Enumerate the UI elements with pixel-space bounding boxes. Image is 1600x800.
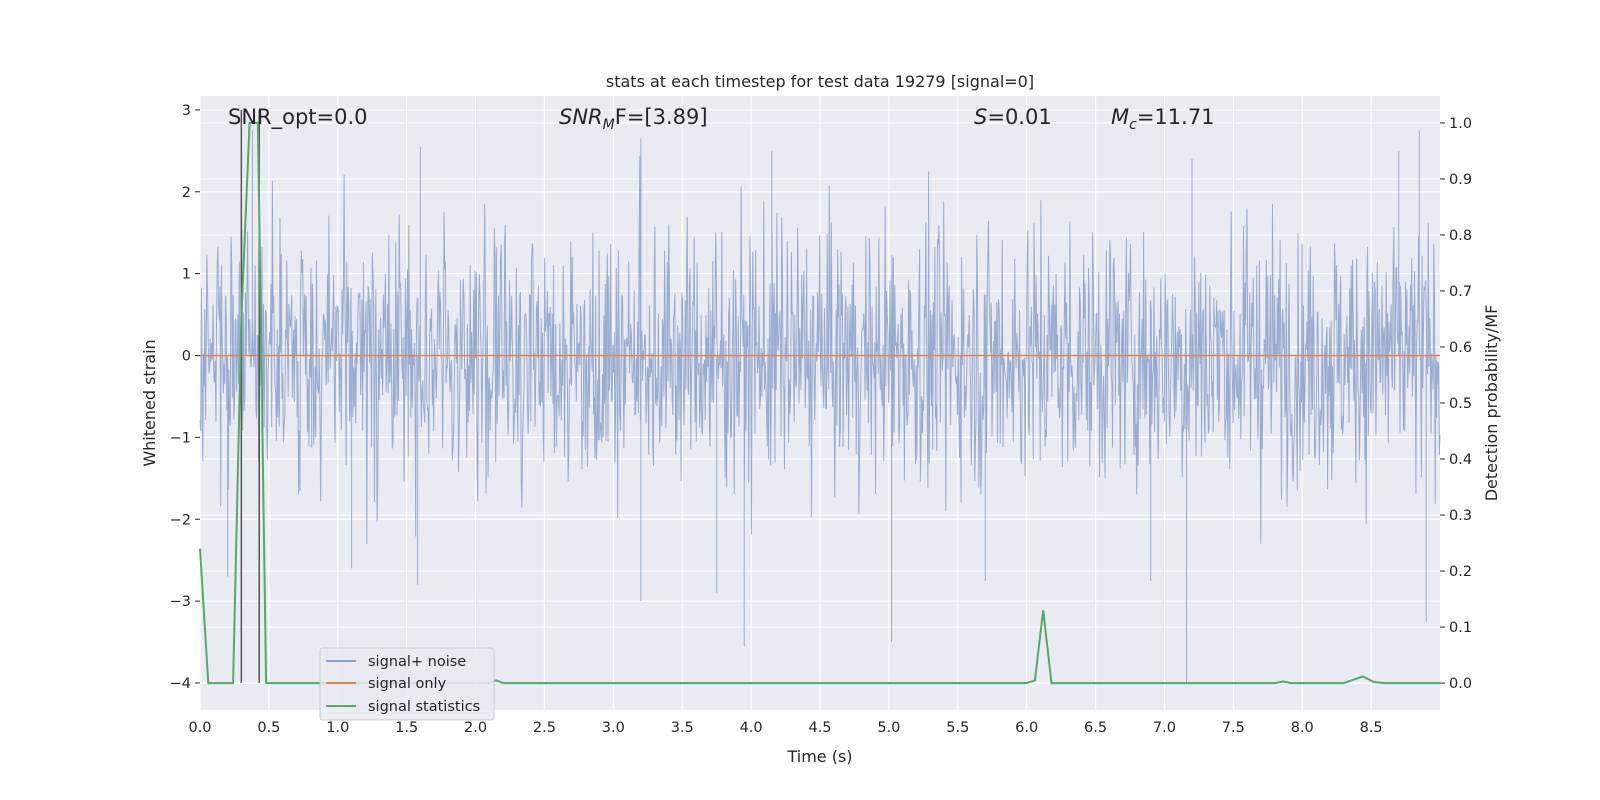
x-tick-label-9: 4.5	[808, 720, 831, 736]
legend-box	[319, 647, 495, 721]
y-right-tick-label-6: 0.6	[1449, 340, 1472, 356]
x-axis-label: Time (s)	[786, 747, 852, 766]
y-left-tick-label-0: −4	[170, 676, 191, 692]
annotation-s-value: =0.01	[987, 105, 1051, 129]
x-tick-label-5: 2.5	[533, 720, 556, 736]
annotation-s: S=0.01	[974, 105, 1052, 129]
x-tick-label-1: 0.5	[257, 720, 280, 736]
chart-title: stats at each timestep for test data 192…	[606, 72, 1034, 91]
y-right-tick-label-4: 0.4	[1449, 452, 1472, 468]
x-tick-labels: 0.0 0.5 1.0 1.5 2.0 2.5 3.0 3.5 4.0 4.5 5.0 5.5 6.0 6…	[188, 720, 1382, 736]
annotation-snr-mf-symbol: SNR	[559, 105, 603, 129]
y-left-tick-label-7: 3	[182, 103, 191, 119]
series-line-signal-noise	[199, 130, 1441, 683]
x-tick-label-15: 7.5	[1222, 720, 1245, 736]
annotation-mc-value: =11.71	[1137, 105, 1215, 129]
y-left-tick-label-1: −3	[170, 594, 191, 610]
legend-label-signal-statistics: signal statistics	[368, 699, 480, 715]
annotation-mc-symbol: M	[1111, 105, 1129, 129]
x-tick-label-6: 3.0	[602, 720, 625, 736]
x-tick-label-14: 7.0	[1153, 720, 1176, 736]
annotation-snr-mf-value: F=[3.89]	[615, 105, 708, 129]
y-axis-left-label: Whitened strain	[140, 339, 159, 466]
x-tick-label-11: 5.5	[946, 720, 969, 736]
annotation-s-symbol: S	[974, 105, 987, 129]
x-tick-label-12: 6.0	[1015, 720, 1038, 736]
annotation-snr-mf: SNRMF=[3.89]	[559, 105, 708, 133]
x-tick-label-4: 2.0	[464, 720, 487, 736]
y-right-tick-label-8: 0.8	[1449, 228, 1472, 244]
y-left-tick-label-4: 0	[182, 349, 191, 365]
y-right-tick-label-3: 0.3	[1449, 508, 1472, 524]
x-tick-label-13: 6.5	[1084, 720, 1107, 736]
x-tick-label-16: 8.0	[1291, 720, 1314, 736]
series-signal-noise	[199, 130, 1441, 683]
x-tick-label-17: 8.5	[1360, 720, 1383, 736]
y-right-tick-labels: 0.0 0.1 0.2 0.3 0.4 0.5 0.6 0.7 0.8 0.9 1.0	[1449, 116, 1472, 692]
y-right-tick-label-5: 0.5	[1449, 396, 1472, 412]
annotation-mc: Mc=11.71	[1111, 105, 1215, 133]
y-left-tick-label-3: −1	[170, 430, 191, 446]
series-line-signal-statistics	[199, 121, 1440, 685]
series-signal-statistics	[199, 121, 1440, 685]
y-right-tick-label-2: 0.2	[1449, 564, 1472, 580]
y-right-tick-label-9: 0.9	[1449, 172, 1472, 188]
y-left-tick-label-5: 1	[182, 267, 191, 283]
x-tick-label-2: 1.0	[326, 720, 349, 736]
y-right-tick-label-10: 1.0	[1449, 116, 1472, 132]
x-tick-label-3: 1.5	[395, 720, 418, 736]
x-tick-label-10: 5.0	[877, 720, 900, 736]
y-left-tick-label-2: −2	[170, 512, 191, 528]
x-tick-label-7: 3.5	[671, 720, 694, 736]
y-right-tick-label-7: 0.7	[1449, 284, 1472, 300]
y-right-tick-label-1: 0.1	[1449, 620, 1472, 636]
y-left-tick-labels: −4 −3 −2 −1 0 1 2 3	[170, 103, 191, 692]
annotation-snr-opt: SNR_opt=0.0	[228, 105, 368, 130]
x-tick-label-0: 0.0	[188, 720, 211, 736]
legend: signal+ noise signal only signal statist…	[319, 647, 495, 721]
annotation-mc-subscript: c	[1129, 117, 1137, 133]
annotation-snr-mf-subscript: M	[603, 117, 615, 133]
y-axis-right-label: Detection probability/MF	[1482, 305, 1501, 502]
legend-label-signal-only: signal only	[368, 676, 447, 692]
y-left-tick-label-6: 2	[182, 185, 191, 201]
y-right-tick-label-0: 0.0	[1449, 676, 1472, 692]
x-tick-label-8: 4.0	[740, 720, 763, 736]
legend-label-signal-noise: signal+ noise	[368, 654, 466, 670]
